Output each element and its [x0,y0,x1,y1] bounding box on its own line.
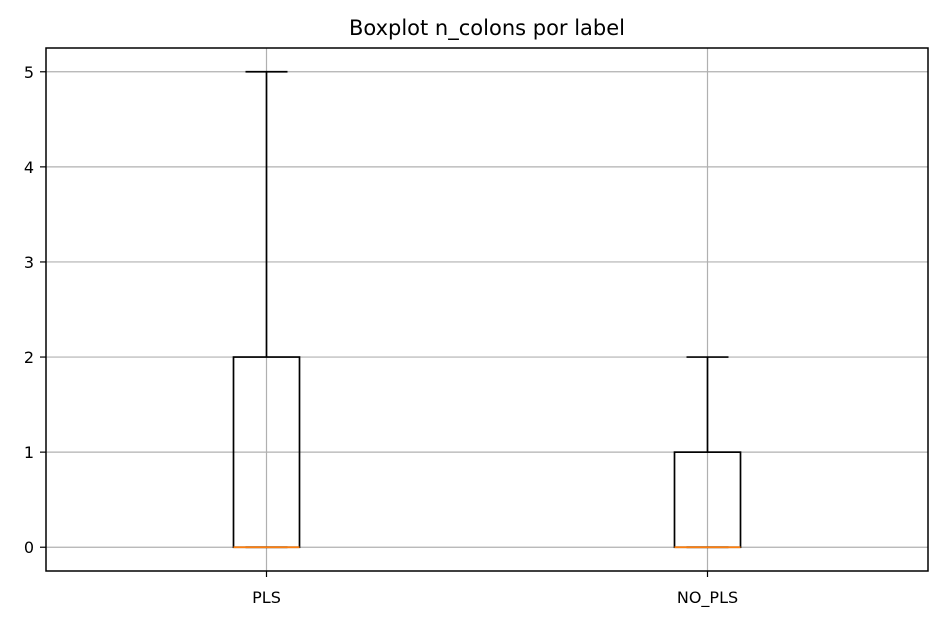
grid [46,48,928,571]
y-tick-label: 0 [24,538,34,557]
y-tick-label: 1 [24,443,34,462]
y-tick-label: 2 [24,348,34,367]
x-tick-label: PLS [252,588,281,607]
box-group-no-pls [673,356,742,549]
axes: 0 1 2 3 4 5 PLS NO_PLS [24,63,738,608]
y-tick-label: 5 [24,63,34,82]
box-group-pls [232,70,301,549]
boxes [232,70,742,549]
x-tick-label: NO_PLS [677,588,738,608]
y-tick-label: 3 [24,253,34,272]
chart-title: Boxplot n_colons por label [349,16,625,41]
axes-frame [45,47,929,572]
y-tick-label: 4 [24,158,34,177]
